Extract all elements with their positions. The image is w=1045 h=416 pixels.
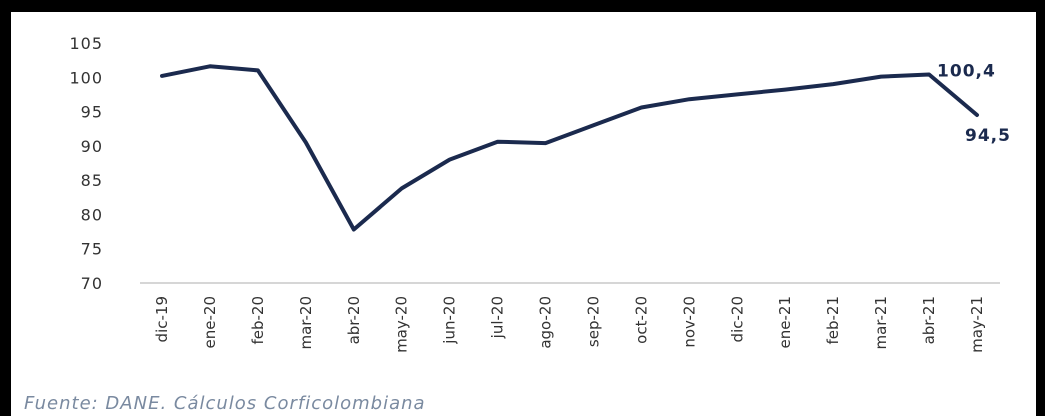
- x-tick-label: feb-20: [249, 296, 267, 345]
- x-tick-label: ago-20: [537, 296, 555, 349]
- x-tick-label: may-21: [968, 296, 986, 353]
- y-axis-ticks: 105 100 95 90 85 80 75 70: [69, 34, 103, 293]
- x-tick-label: jun-20: [441, 296, 459, 345]
- y-tick-label: 75: [81, 240, 103, 259]
- x-tick-label: dic-19: [153, 296, 171, 342]
- x-tick-label: oct-20: [632, 296, 650, 344]
- y-tick-label: 95: [81, 103, 103, 122]
- x-tick-label: dic-20: [728, 296, 746, 342]
- x-tick-label: abr-21: [920, 296, 938, 344]
- data-labels: 100,4 94,5: [937, 62, 1011, 146]
- x-tick-label: abr-20: [345, 296, 363, 344]
- y-tick-label: 80: [81, 205, 103, 224]
- y-tick-label: 85: [81, 171, 103, 190]
- series-line: [160, 64, 979, 232]
- x-tick-label: may-20: [393, 296, 411, 353]
- x-tick-label: nov-20: [680, 296, 698, 348]
- y-tick-label: 90: [81, 137, 103, 156]
- x-tick-label: jul-20: [489, 296, 507, 339]
- y-tick-label: 70: [81, 274, 103, 293]
- y-tick-label: 100: [69, 68, 103, 87]
- x-tick-label: ene-21: [776, 296, 794, 348]
- x-tick-label: mar-21: [872, 296, 890, 350]
- y-tick-label: 105: [69, 34, 103, 53]
- x-tick-label: mar-20: [297, 296, 315, 350]
- x-axis-ticks: dic-19 ene-20 feb-20 mar-20 abr-20 may-20 jun-…: [153, 296, 986, 353]
- source-note: Fuente: DANE. Cálculos Corficolombiana: [24, 393, 426, 414]
- x-tick-label: ene-20: [201, 296, 219, 348]
- data-label: 100,4: [937, 62, 996, 82]
- x-tick-label: feb-21: [824, 296, 842, 345]
- data-label: 94,5: [965, 126, 1011, 146]
- x-tick-label: sep-20: [584, 296, 602, 347]
